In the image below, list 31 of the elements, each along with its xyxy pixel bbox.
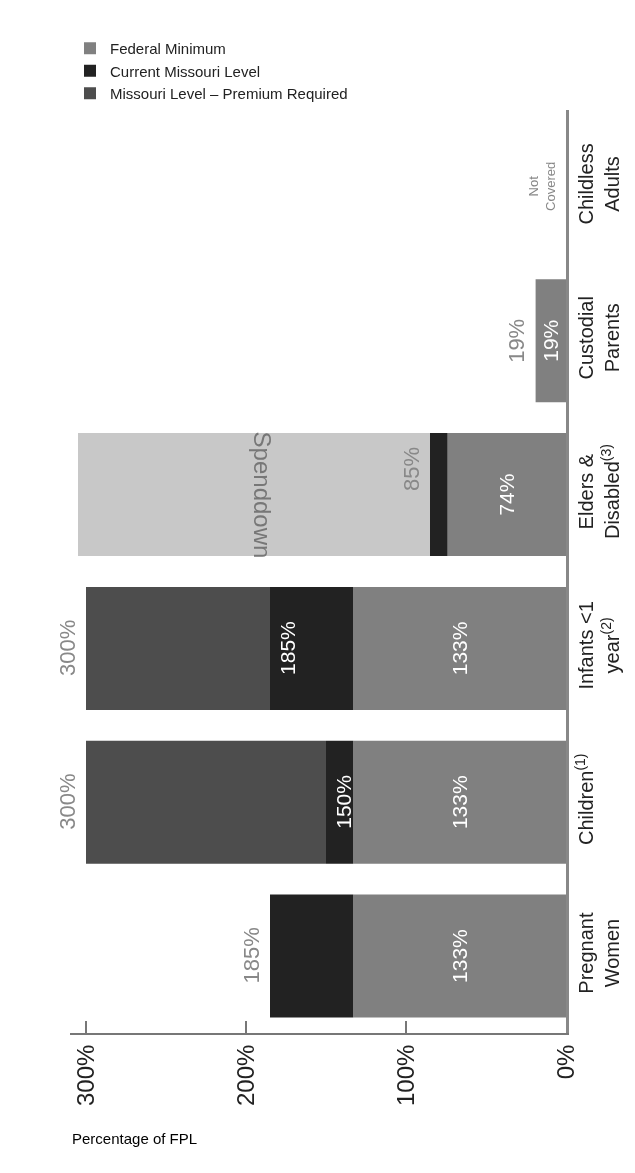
data-label: 19% [539, 319, 563, 362]
annotation: 185% [276, 621, 300, 675]
bar [78, 433, 430, 557]
x-tick-label: 100% [391, 1044, 419, 1106]
bar [86, 586, 270, 710]
bar [86, 740, 326, 864]
x-axis-title: Percentage of FPL [72, 1130, 198, 1147]
annotation: 300% [55, 619, 81, 676]
data-label: 133% [448, 775, 472, 830]
annotation: 19% [504, 318, 530, 363]
legend-label: Current Missouri Level [110, 62, 261, 80]
annotation: 185% [239, 927, 265, 984]
data-label: 133% [448, 621, 472, 676]
annotation: Not Covered [526, 161, 558, 211]
data-label: 133% [448, 929, 472, 983]
y-tick-label: Pregnant Women [575, 912, 623, 994]
bar [270, 894, 354, 1018]
x-tick-label: 200% [231, 1044, 259, 1106]
bar [270, 586, 354, 710]
annotation: 150% [332, 775, 356, 829]
legend-label: Federal Minimum [110, 40, 226, 58]
annotation: 300% [55, 773, 81, 830]
y-tick-label: Childless Adults [575, 143, 623, 225]
data-label: 74% [495, 473, 519, 516]
x-tick-label: 0% [551, 1044, 579, 1080]
x-tick-label: 300% [71, 1044, 99, 1106]
annotation: Spenddown [248, 431, 276, 559]
bar [430, 433, 448, 557]
y-tick-label: Custodial Parents [575, 296, 623, 380]
legend-label: Missouri Level – Premium Required [110, 85, 348, 103]
annotation: 85% [398, 447, 424, 492]
